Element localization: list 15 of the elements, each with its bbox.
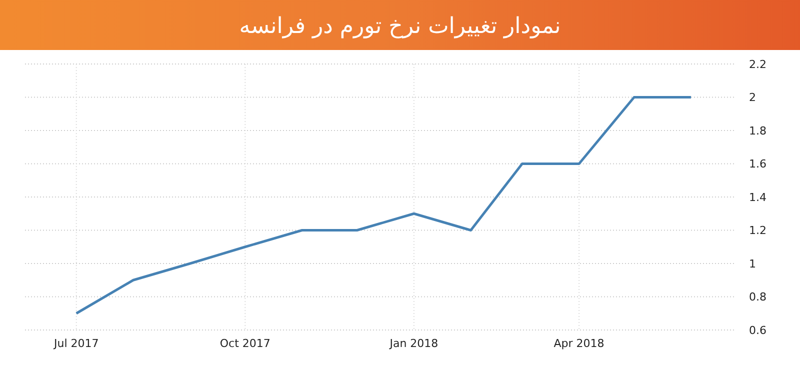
y-tick-label: 1.2 (749, 224, 766, 238)
y-tick-label: 0.8 (749, 290, 766, 304)
y-tick-label: 1.6 (749, 158, 766, 171)
chart-title: نمودار تغییرات نرخ تورم در فرانسه (239, 14, 561, 39)
line-series (75, 96, 692, 315)
y-tick-label: 1.8 (749, 124, 766, 138)
y-tick-label: 0.6 (749, 324, 766, 337)
y-tick-label: 2 (749, 91, 756, 104)
x-tick-label: Oct 2017 (220, 337, 270, 350)
y-tick-label: 1 (749, 257, 756, 270)
y-tick-label: 2.2 (749, 58, 766, 71)
x-tick-label: Jul 2017 (52, 337, 99, 350)
x-tick-label: Apr 2018 (554, 337, 604, 350)
x-tick-label: Jan 2018 (388, 337, 438, 350)
y-tick-label: 1.4 (749, 190, 766, 204)
